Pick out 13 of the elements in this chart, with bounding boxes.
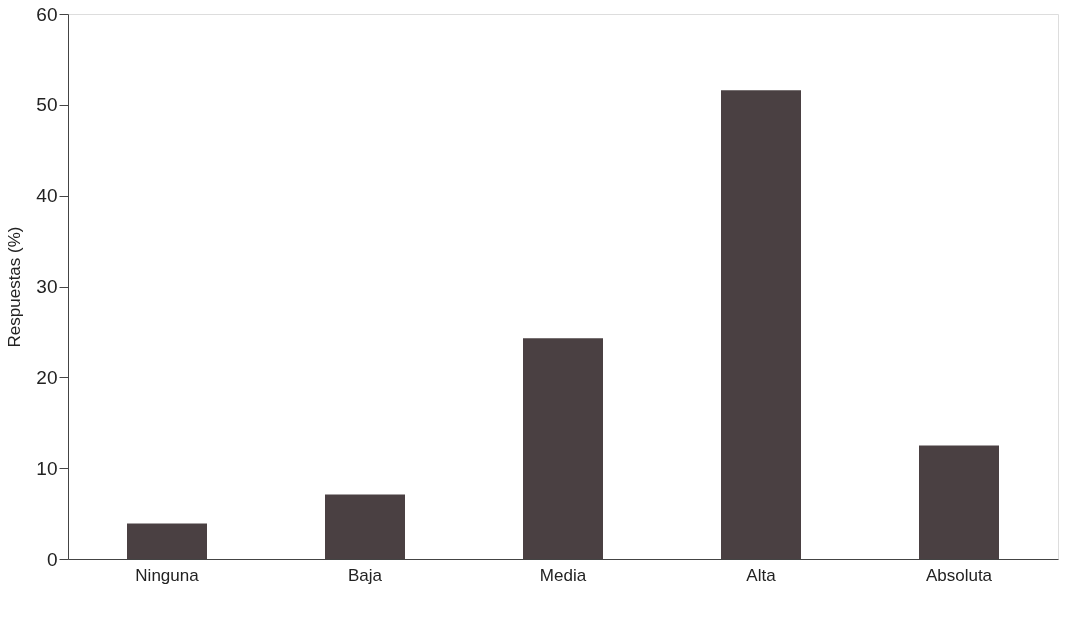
y-axis-title: Respuestas (%) [5,226,25,348]
y-tick-label: 40 [36,185,58,207]
y-tick-label: 20 [36,366,58,388]
y-tick-label: 0 [46,548,58,570]
x-tick-label: Baja [347,565,383,585]
x-tick-label: Media [539,565,587,585]
y-tick-label: 50 [36,94,58,116]
x-tick-label: Absoluta [925,565,993,585]
x-tick-label: Ninguna [135,565,200,585]
y-tick-label: 30 [36,276,58,297]
y-tick-label: 10 [36,457,58,479]
x-tick-label: Alta [746,565,777,585]
y-tick-label: 60 [36,3,58,25]
